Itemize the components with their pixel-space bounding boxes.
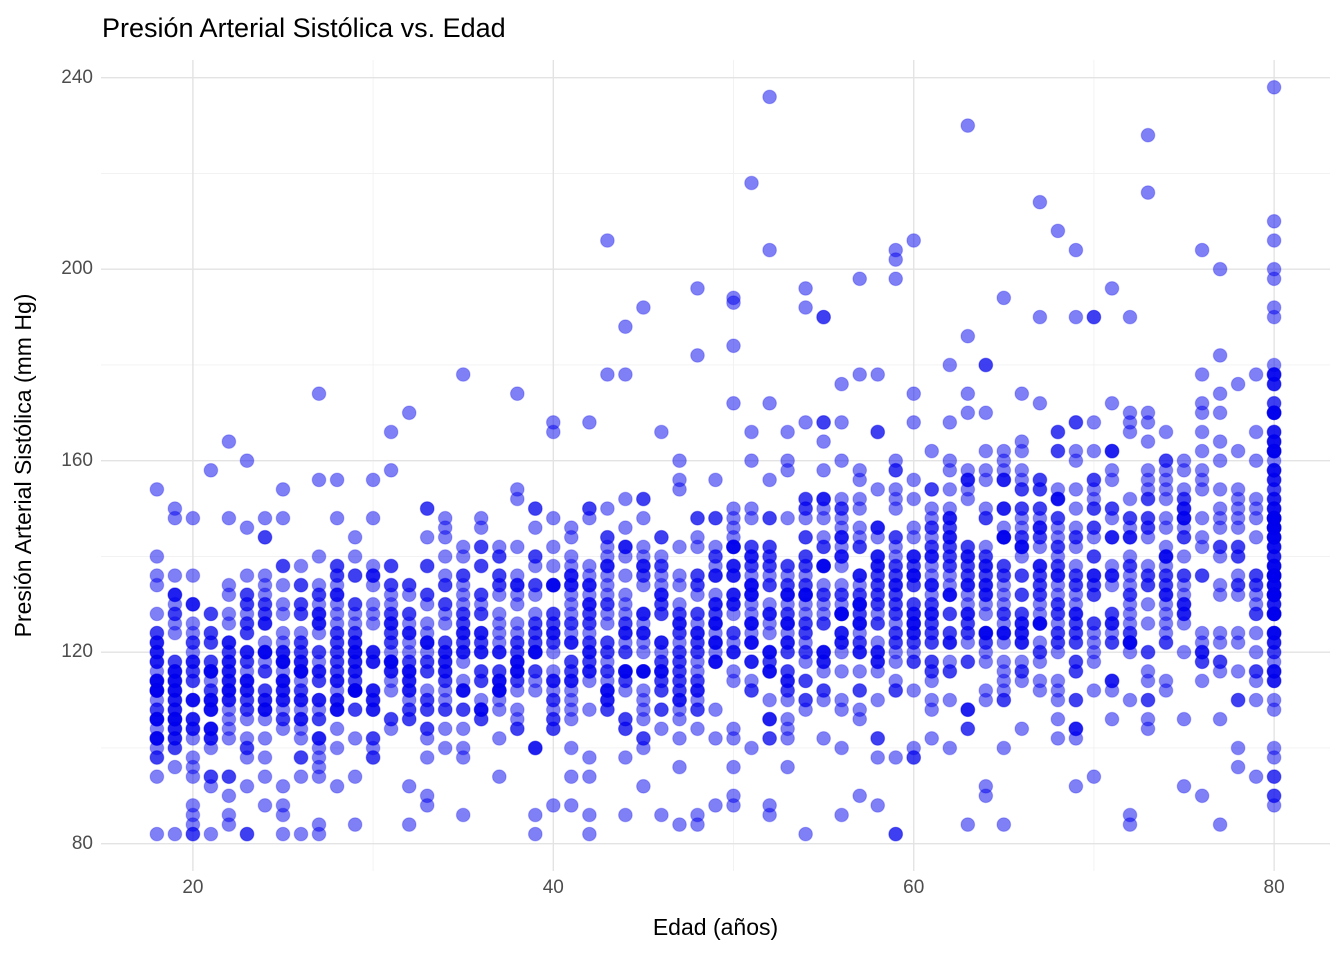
x-tick-label: 40: [542, 877, 564, 898]
x-tick-label: 80: [1263, 877, 1285, 898]
x-axis-title: Edad (años): [652, 914, 779, 940]
y-tick-label: 240: [61, 66, 93, 88]
x-tick-label: 60: [903, 877, 925, 898]
scatter-points: [149, 79, 1282, 842]
chart-title: Presión Arterial Sistólica vs. Edad: [102, 13, 506, 43]
y-tick-label: 160: [61, 449, 93, 471]
y-tick-label: 200: [61, 258, 93, 280]
y-tick-label: 80: [71, 832, 93, 854]
y-tick-label: 120: [61, 641, 93, 663]
x-tick-label: 20: [182, 877, 204, 898]
